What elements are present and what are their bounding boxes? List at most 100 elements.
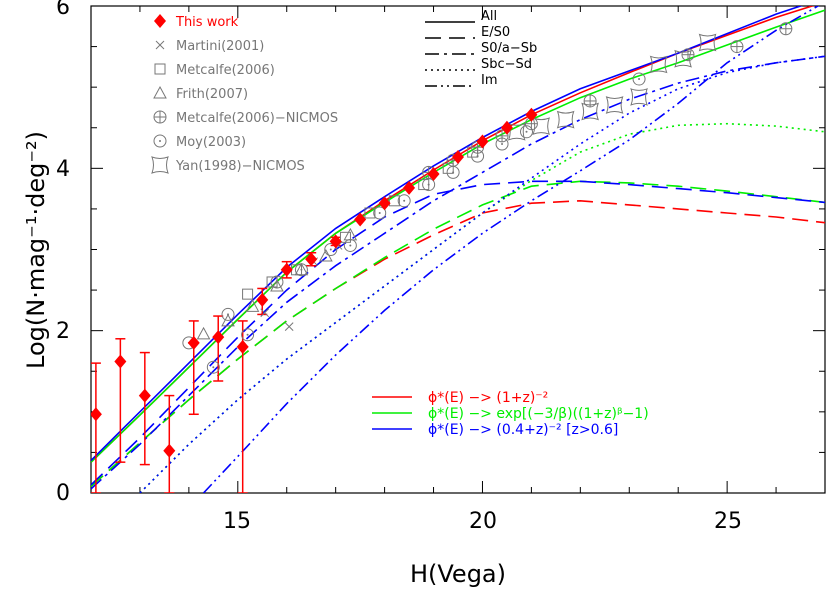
point-0-15 (452, 149, 464, 164)
point-5-15 (632, 72, 646, 86)
square-mark (388, 195, 400, 207)
legend-martini: Martini(2001) (176, 39, 264, 54)
point-0-2 (138, 388, 151, 403)
dot-mark (159, 140, 161, 142)
dot-mark (403, 199, 406, 202)
data-points (91, 22, 793, 493)
starsquare-mark (507, 122, 526, 141)
point-4-8 (779, 22, 793, 36)
starsquare-mark (630, 88, 648, 106)
starsquare-mark (674, 49, 692, 68)
point-6-7 (674, 49, 692, 68)
point-5-14 (520, 125, 534, 139)
triangle-mark (270, 278, 284, 292)
point-5-12 (471, 149, 485, 163)
square-mark (364, 207, 376, 219)
circle-mark (221, 307, 235, 321)
model-legend-red: ϕ*(E) −> (1+z)⁻² (428, 390, 548, 406)
circle-mark (324, 243, 338, 256)
diamond-mark (114, 354, 127, 369)
point-5-11 (446, 165, 460, 179)
diamond-mark (305, 252, 318, 267)
point-0-17 (500, 120, 513, 135)
point-5-7 (343, 238, 357, 252)
circle-mark (206, 360, 220, 374)
point-6-5 (630, 88, 648, 106)
legend-yan: Yan(1998)−NICMOS (175, 159, 305, 174)
point-6-6 (649, 55, 668, 74)
legend-im: Im (481, 73, 498, 88)
point-0-7 (256, 292, 269, 307)
circle-mark (520, 125, 534, 139)
point-0-3 (163, 443, 176, 458)
starsquare-mark (581, 102, 599, 121)
model-curve-4 (91, 180, 825, 488)
diamond-mark (154, 14, 166, 28)
legend-marker-2 (154, 63, 166, 75)
triangle-mark (245, 299, 260, 312)
starsquare-mark (698, 33, 717, 52)
point-0-9 (305, 252, 318, 267)
point-5-6 (324, 243, 338, 256)
circle-mark (471, 149, 485, 163)
dot-mark (227, 313, 230, 316)
point-4-7 (730, 40, 744, 54)
circle-mark (422, 178, 436, 192)
diamond-mark (91, 407, 102, 422)
starsquare-mark (151, 156, 169, 174)
point-5-13 (495, 137, 509, 151)
point-0-0 (91, 407, 102, 422)
diamond-mark (187, 335, 200, 350)
diamond-mark (256, 292, 269, 307)
point-0-16 (476, 134, 489, 149)
diamond-mark (163, 443, 176, 458)
point-0-8 (280, 262, 293, 277)
point-5-3 (241, 328, 255, 342)
point-5-5 (294, 263, 308, 277)
diamond-mark (476, 134, 489, 149)
point-2-5 (388, 195, 400, 207)
point-0-6 (236, 339, 249, 354)
triangle-mark (294, 262, 309, 276)
dot-mark (476, 155, 479, 158)
triangle-mark (221, 313, 235, 327)
point-3-1 (221, 313, 235, 327)
point-0-11 (354, 212, 367, 227)
y-tick-label-6: 6 (56, 0, 70, 20)
diamond-mark (212, 330, 225, 345)
point-0-5 (212, 330, 225, 345)
dot-mark (525, 130, 528, 133)
model-legend-blue: ϕ*(E) −> (0.4+z)⁻² [z>0.6] (428, 422, 618, 438)
diamond-mark (452, 149, 464, 164)
x-tick-label-20: 20 (469, 509, 497, 534)
point-5-4 (270, 275, 284, 289)
circle-mark (373, 206, 387, 220)
dot-mark (501, 142, 504, 145)
diamond-mark (427, 167, 440, 182)
point-5-1 (206, 360, 220, 374)
legend-marker-3 (153, 85, 167, 99)
diamond-mark (403, 180, 416, 195)
point-6-0 (507, 122, 526, 141)
circle-mark (241, 328, 255, 342)
legend-es0: E/S0 (481, 25, 510, 40)
circle-mark (294, 263, 308, 277)
point-2-0 (242, 288, 254, 300)
point-6-2 (556, 110, 575, 129)
diamond-mark (525, 107, 538, 122)
legend-all: All (481, 9, 497, 24)
point-1-1 (284, 322, 294, 331)
point-3-0 (196, 326, 211, 340)
legend-marker-6 (151, 156, 169, 174)
triangle-mark (153, 85, 167, 99)
point-0-10 (329, 234, 342, 249)
cross-stroke (260, 308, 270, 318)
circle-mark (343, 238, 357, 252)
model-curve-6 (91, 55, 825, 490)
point-3-3 (270, 278, 284, 292)
point-2-4 (364, 207, 376, 219)
circle-mark (632, 72, 646, 86)
y-tick-label-0: 0 (56, 481, 70, 506)
point-0-4 (187, 335, 200, 350)
